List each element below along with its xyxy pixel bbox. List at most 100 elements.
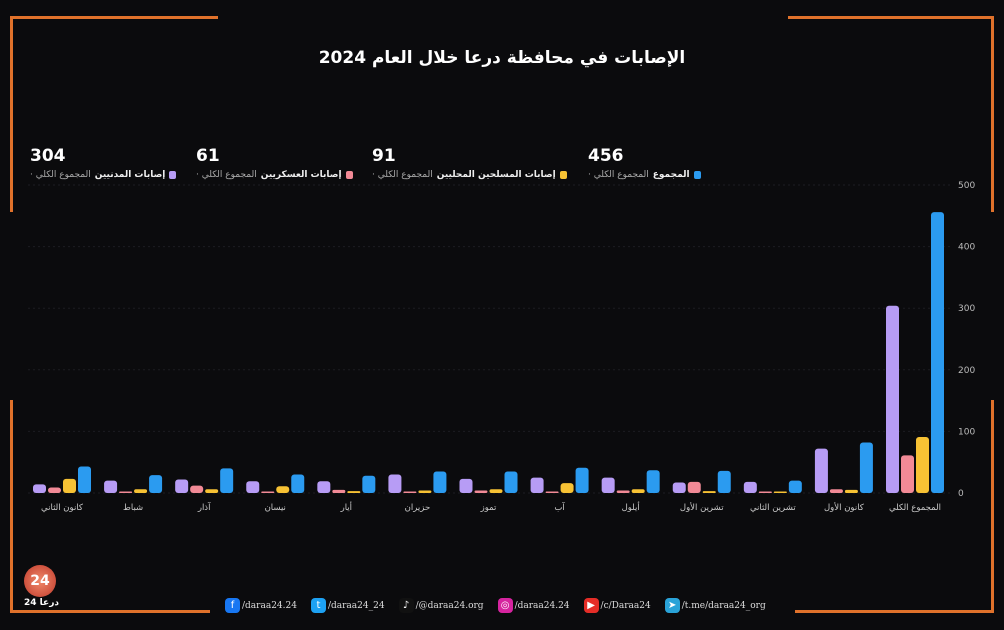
bar bbox=[717, 470, 731, 493]
bar bbox=[190, 485, 204, 493]
x-tick-label: تشرين الثاني bbox=[750, 503, 796, 513]
bar bbox=[119, 491, 133, 493]
social-handle: /c/Daraa24 bbox=[600, 601, 651, 611]
legend-item[interactable]: 91 إصابات المسلحين المحليين المجموع الكلي… bbox=[372, 146, 567, 180]
bar bbox=[134, 489, 148, 493]
bar bbox=[702, 491, 716, 493]
social-handle: /daraa24_24 bbox=[327, 601, 385, 611]
x-tick-label: آذار bbox=[197, 501, 211, 513]
x-tick-label: كانون الثاني bbox=[41, 503, 84, 513]
legend-total: 61 bbox=[196, 146, 220, 166]
bar bbox=[743, 481, 757, 493]
bar bbox=[459, 478, 473, 493]
bar bbox=[901, 455, 914, 493]
social-link[interactable]: ▶/c/Daraa24 bbox=[583, 598, 651, 613]
x-tick-label: نيسان bbox=[265, 503, 286, 513]
social-link[interactable]: ◎/daraa24.24 bbox=[497, 598, 570, 613]
social-handle: /daraa24.24 bbox=[514, 601, 570, 611]
bar bbox=[788, 480, 802, 493]
y-tick-label: 300 bbox=[958, 304, 975, 314]
bar bbox=[261, 491, 275, 493]
legend-name: إصابات المدنيين bbox=[94, 170, 166, 180]
legend-prefix: المجموع الكلي · bbox=[588, 170, 649, 180]
bar bbox=[829, 489, 843, 493]
bar bbox=[631, 489, 645, 493]
social-link[interactable]: f/daraa24.24 bbox=[225, 598, 297, 613]
bar bbox=[489, 489, 503, 493]
legend-name: إصابات العسكريين bbox=[260, 170, 342, 180]
legend-item[interactable]: 456 المجموع المجموع الكلي · bbox=[588, 146, 701, 180]
social-link[interactable]: ♪/@daraa24.org bbox=[398, 598, 484, 613]
tiktok-icon: ♪ bbox=[398, 598, 414, 613]
social-handle: /daraa24.24 bbox=[242, 601, 297, 611]
legend-total: 456 bbox=[588, 146, 624, 166]
legend-prefix: المجموع الكلي · bbox=[372, 170, 433, 180]
bar bbox=[504, 471, 518, 493]
bar bbox=[758, 491, 772, 493]
social-link[interactable]: ➤/t.me/daraa24_org bbox=[664, 598, 766, 613]
social-handle: /t.me/daraa24_org bbox=[681, 601, 766, 611]
legend-total: 91 bbox=[372, 146, 396, 166]
social-footer: f/daraa24.24 t/daraa24_24 ♪/@daraa24.org ◎ /… bbox=[225, 598, 766, 613]
x-tick-label: كانون الأول bbox=[824, 502, 865, 513]
x-tick-label: تموز bbox=[480, 503, 497, 513]
bar bbox=[63, 478, 76, 493]
bar bbox=[317, 481, 331, 493]
bar bbox=[347, 491, 361, 493]
x-tick-label: أيار bbox=[340, 501, 352, 513]
bar bbox=[616, 490, 630, 493]
bar bbox=[418, 490, 432, 493]
bar bbox=[672, 482, 686, 493]
frame-corner bbox=[10, 16, 13, 212]
social-link[interactable]: t/daraa24_24 bbox=[310, 598, 385, 613]
frame-corner bbox=[10, 16, 218, 19]
bar bbox=[205, 489, 219, 493]
frame-corner bbox=[10, 400, 13, 612]
bar bbox=[276, 486, 290, 493]
bar bbox=[886, 305, 899, 493]
twitter-icon: t bbox=[310, 598, 326, 613]
bar bbox=[175, 479, 189, 493]
telegram-icon: ➤ bbox=[664, 598, 680, 613]
y-tick-label: 200 bbox=[958, 366, 975, 376]
frame-corner bbox=[795, 610, 994, 613]
bar bbox=[149, 475, 163, 493]
legend-swatch bbox=[559, 171, 567, 179]
legend-item[interactable]: 61 إصابات العسكريين المجموع الكلي · bbox=[196, 146, 353, 180]
frame-corner bbox=[10, 610, 210, 613]
bar bbox=[575, 467, 589, 493]
legend-name: إصابات المسلحين المحليين bbox=[436, 170, 556, 180]
x-tick-label: أيلول bbox=[622, 501, 640, 513]
bar bbox=[220, 468, 234, 493]
y-tick-label: 100 bbox=[958, 427, 975, 437]
facebook-icon: f bbox=[225, 598, 240, 613]
bar bbox=[859, 442, 873, 493]
logo-text: درعا 24 bbox=[24, 598, 59, 608]
bar bbox=[844, 489, 858, 493]
bar bbox=[362, 475, 376, 493]
legend-item[interactable]: 304 إصابات المدنيين المجموع الكلي · bbox=[30, 146, 177, 180]
y-tick-label: 400 bbox=[958, 243, 975, 253]
x-tick-label: المجموع الكلي bbox=[889, 503, 941, 513]
legend-total: 304 bbox=[30, 146, 66, 166]
bar bbox=[33, 484, 46, 493]
legend-swatch bbox=[169, 171, 177, 179]
legend-swatch bbox=[693, 171, 701, 179]
legend-name: المجموع bbox=[652, 170, 690, 180]
bar bbox=[474, 490, 488, 493]
legend-prefix: المجموع الكلي · bbox=[196, 170, 257, 180]
bar bbox=[601, 477, 615, 493]
youtube-icon: ▶ bbox=[583, 598, 599, 613]
bar bbox=[560, 483, 574, 493]
frame-corner bbox=[991, 16, 994, 212]
social-handle: /@daraa24.org bbox=[415, 601, 484, 611]
bar bbox=[48, 487, 61, 493]
bar bbox=[433, 471, 447, 493]
bar bbox=[332, 489, 346, 493]
y-tick-label: 0 bbox=[958, 489, 964, 499]
bar bbox=[530, 477, 544, 493]
frame-corner bbox=[788, 16, 994, 19]
bar bbox=[246, 481, 260, 493]
bar bbox=[646, 470, 660, 493]
